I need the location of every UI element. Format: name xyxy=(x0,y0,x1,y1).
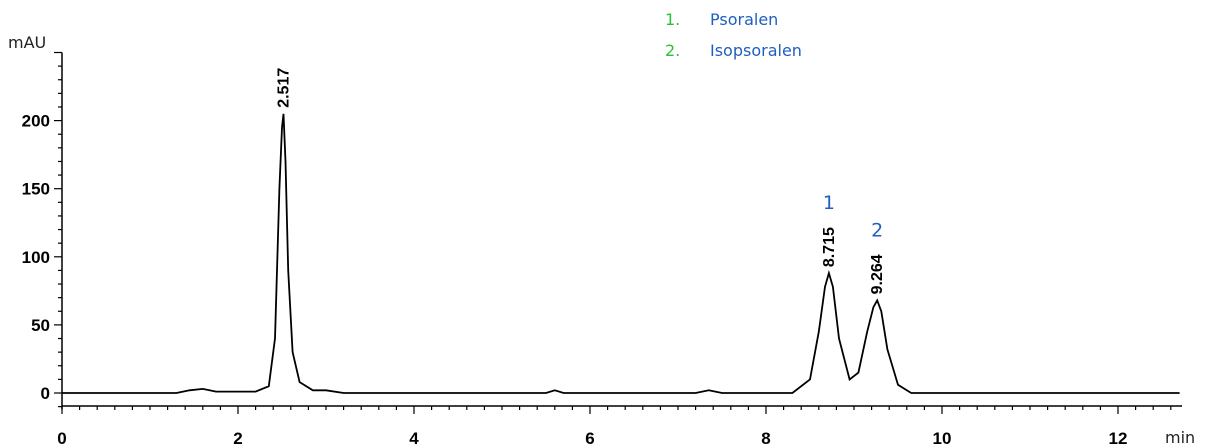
y-axis-unit: mAU xyxy=(8,33,46,52)
y-axis: 0 50 100 150 200 xyxy=(22,51,63,410)
x-tick-label: 2 xyxy=(233,429,242,448)
x-axis-unit: min xyxy=(1165,428,1195,447)
chromatogram-trace xyxy=(62,113,1180,394)
legend-item-name: Isopsoralen xyxy=(710,41,802,60)
y-tick-label: 100 xyxy=(22,248,50,267)
y-tick-label: 200 xyxy=(22,112,50,131)
peak-labels: 2.517 8.715 1 9.264 2 xyxy=(275,68,886,295)
x-tick-label: 0 xyxy=(57,429,66,448)
legend-item-number: 2. xyxy=(665,41,680,60)
peak-number: 1 xyxy=(823,192,835,214)
x-tick-label: 4 xyxy=(409,429,419,448)
x-tick-label: 6 xyxy=(585,429,594,448)
legend-item-name: Psoralen xyxy=(710,10,778,29)
legend: 1. Psoralen 2. Isopsoralen xyxy=(665,10,802,60)
y-tick-label: 0 xyxy=(41,384,50,403)
x-tick-label: 10 xyxy=(933,429,952,448)
y-tick-label: 50 xyxy=(31,316,50,335)
peak-number: 2 xyxy=(871,219,883,241)
x-axis: 0 2 4 6 8 10 12 xyxy=(57,405,1182,448)
y-tick-label: 150 xyxy=(22,180,50,199)
x-tick-label: 12 xyxy=(1109,429,1128,448)
peak-retention-time: 9.264 xyxy=(869,254,886,294)
peak-retention-time: 2.517 xyxy=(275,68,292,108)
peak-retention-time: 8.715 xyxy=(821,227,838,267)
legend-item-number: 1. xyxy=(665,10,680,29)
x-tick-label: 8 xyxy=(761,429,770,448)
